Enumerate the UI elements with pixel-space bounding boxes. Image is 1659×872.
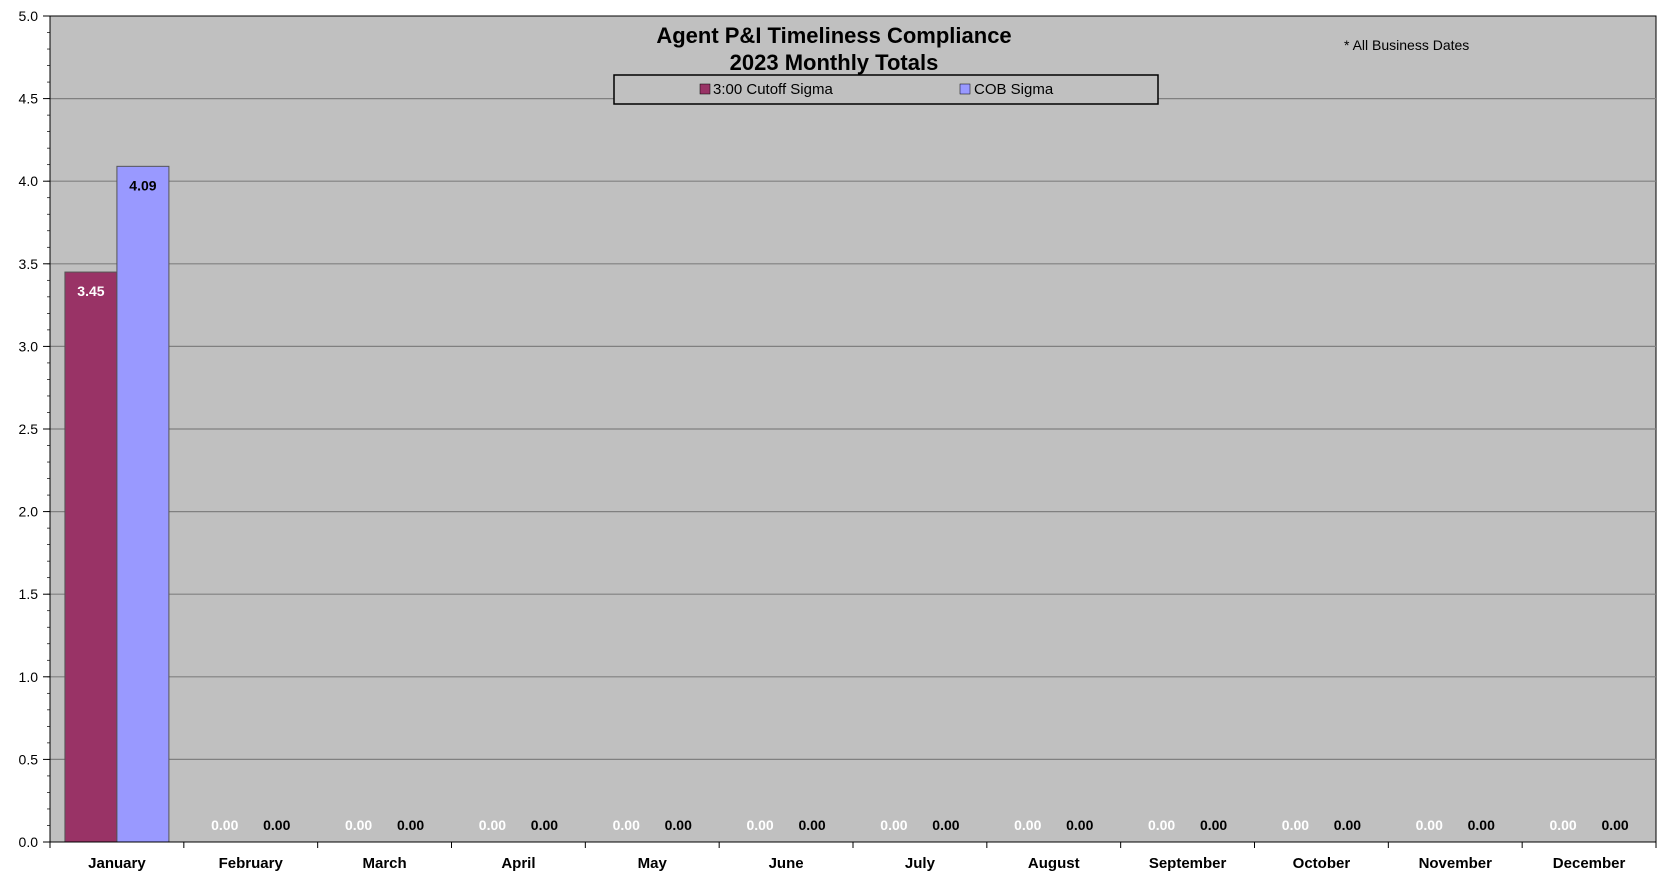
y-tick-label: 1.5 bbox=[19, 586, 39, 602]
data-label: 0.00 bbox=[1468, 817, 1495, 833]
y-tick-label: 1.0 bbox=[19, 669, 39, 685]
data-label: 0.00 bbox=[798, 817, 825, 833]
bar bbox=[116, 165, 170, 843]
data-label: 0.00 bbox=[1416, 817, 1443, 833]
data-label: 0.00 bbox=[1282, 817, 1309, 833]
legend-label-cob: COB Sigma bbox=[974, 81, 1054, 98]
x-tick-label: August bbox=[1028, 855, 1080, 872]
x-tick-label: October bbox=[1293, 855, 1351, 872]
data-label: 0.00 bbox=[746, 817, 773, 833]
data-label: 0.00 bbox=[1334, 817, 1361, 833]
x-tick-label: February bbox=[219, 855, 284, 872]
bar bbox=[64, 271, 118, 843]
chart-note: * All Business Dates bbox=[1344, 37, 1469, 53]
x-tick-label: September bbox=[1149, 855, 1227, 872]
data-label: 0.00 bbox=[880, 817, 907, 833]
bars bbox=[64, 165, 170, 843]
y-tick-label: 0.0 bbox=[19, 834, 39, 850]
x-tick-label: November bbox=[1419, 855, 1493, 872]
y-tick-label: 3.5 bbox=[19, 256, 39, 272]
legend-box bbox=[613, 74, 1159, 105]
data-label: 0.00 bbox=[1066, 817, 1093, 833]
data-label: 4.09 bbox=[129, 177, 156, 193]
data-label: 3.45 bbox=[77, 283, 104, 299]
x-tick-label: March bbox=[362, 855, 406, 872]
y-tick-label: 0.5 bbox=[19, 751, 39, 767]
data-label: 0.00 bbox=[397, 817, 424, 833]
data-label: 0.00 bbox=[1601, 817, 1628, 833]
data-label: 0.00 bbox=[1014, 817, 1041, 833]
data-label: 0.00 bbox=[345, 817, 372, 833]
x-tick-label: April bbox=[501, 855, 535, 872]
data-label: 0.00 bbox=[613, 817, 640, 833]
legend-swatch-cutoff bbox=[699, 83, 711, 95]
y-tick-label: 2.0 bbox=[19, 504, 39, 520]
chart-title: Agent P&I Timeliness Compliance bbox=[656, 23, 1011, 48]
data-label: 0.00 bbox=[211, 817, 238, 833]
y-tick-label: 4.5 bbox=[19, 91, 39, 107]
data-label: 0.00 bbox=[1148, 817, 1175, 833]
y-axis: 0.0 0.5 1.0 1.5 2.0 2.5 3.0 3.5 4.0 4.5 5.0 bbox=[19, 8, 51, 850]
y-tick-label: 2.5 bbox=[19, 421, 39, 437]
data-label: 0.00 bbox=[263, 817, 290, 833]
data-label: 0.00 bbox=[1549, 817, 1576, 833]
data-labels: 3.45 4.09 0.00 0.00 0.00 0.00 0.00 0.00 0.00 0.00… bbox=[77, 177, 1629, 833]
x-tick-label: June bbox=[769, 855, 804, 872]
x-tick-label: December bbox=[1553, 855, 1626, 872]
x-tick-label: January bbox=[88, 855, 146, 872]
y-tick-label: 3.0 bbox=[19, 338, 39, 354]
legend: 3:00 Cutoff Sigma COB Sigma bbox=[613, 74, 1159, 105]
data-label: 0.00 bbox=[531, 817, 558, 833]
legend-swatch-cob bbox=[959, 83, 971, 95]
x-tick-label: May bbox=[638, 855, 668, 872]
data-label: 0.00 bbox=[479, 817, 506, 833]
data-label: 0.00 bbox=[1200, 817, 1227, 833]
y-tick-label: 4.0 bbox=[19, 173, 39, 189]
x-tick-label: July bbox=[905, 855, 936, 872]
x-axis: January February March April May June July Augu… bbox=[49, 841, 1657, 872]
y-tick-label: 5.0 bbox=[19, 8, 39, 24]
chart-subtitle: 2023 Monthly Totals bbox=[730, 50, 939, 75]
legend-label-cutoff: 3:00 Cutoff Sigma bbox=[713, 81, 833, 98]
data-label: 0.00 bbox=[932, 817, 959, 833]
data-label: 0.00 bbox=[665, 817, 692, 833]
